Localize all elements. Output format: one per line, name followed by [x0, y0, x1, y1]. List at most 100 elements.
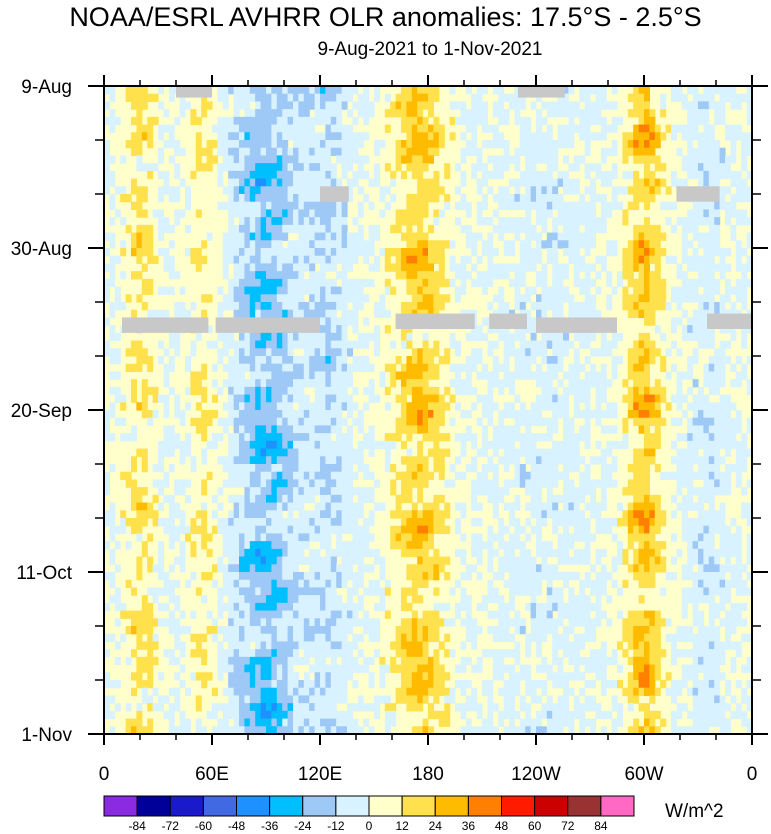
field-cell: [644, 186, 650, 195]
field-cell: [687, 548, 694, 558]
field-cell: [590, 116, 596, 126]
field-cell: [141, 248, 148, 257]
field-cell: [600, 116, 607, 126]
field-cell: [638, 564, 645, 573]
field-cell: [687, 541, 694, 550]
field-cell: [482, 163, 488, 172]
field-cell: [233, 433, 240, 442]
field-cell: [552, 386, 559, 396]
field-cell: [347, 572, 353, 581]
field-cell: [287, 402, 294, 411]
field-cell: [266, 548, 272, 558]
field-cell: [654, 124, 661, 133]
field-cell: [104, 572, 110, 581]
field-cell: [303, 93, 310, 103]
field-cell: [244, 116, 251, 126]
field-cell: [330, 124, 337, 133]
field-cell: [120, 525, 127, 535]
field-cell: [152, 386, 159, 396]
field-cell: [158, 487, 164, 496]
field-cell: [201, 309, 208, 319]
field-cell: [536, 363, 542, 373]
field-cell: [244, 209, 251, 218]
field-cell: [638, 371, 645, 380]
field-cell: [541, 456, 548, 465]
field-cell: [406, 548, 413, 558]
field-cell: [163, 410, 170, 419]
field-cell: [163, 140, 170, 149]
field-cell: [249, 579, 256, 589]
field-cell: [163, 402, 170, 411]
field-cell: [541, 294, 548, 303]
field-cell: [185, 440, 191, 450]
field-cell: [719, 325, 726, 334]
field-cell: [465, 147, 472, 157]
field-cell: [530, 510, 537, 519]
field-cell: [579, 394, 586, 403]
field-cell: [714, 371, 721, 380]
field-cell: [266, 356, 272, 365]
field-cell: [320, 487, 326, 496]
field-cell: [168, 124, 175, 133]
field-cell: [530, 556, 537, 565]
field-cell: [509, 240, 515, 249]
field-cell: [703, 232, 710, 241]
field-cell: [633, 533, 640, 542]
field-cell: [341, 448, 348, 457]
field-cell: [320, 402, 326, 411]
field-cell: [428, 109, 434, 118]
field-cell: [525, 224, 532, 234]
field-cell: [249, 548, 256, 558]
field-cell: [212, 124, 218, 133]
field-cell: [590, 510, 596, 519]
field-cell: [325, 155, 332, 164]
field-cell: [514, 116, 521, 126]
field-cell: [195, 116, 202, 126]
field-cell: [368, 494, 375, 504]
field-cell: [368, 332, 375, 342]
field-cell: [584, 147, 591, 157]
field-cell: [417, 271, 424, 280]
field-cell: [336, 579, 343, 589]
field-cell: [222, 332, 229, 342]
field-cell: [266, 248, 272, 257]
field-cell: [271, 541, 278, 550]
field-cell: [201, 240, 208, 249]
field-cell: [303, 217, 310, 226]
field-cell: [654, 271, 661, 280]
field-cell: [519, 132, 526, 141]
field-cell: [627, 109, 634, 118]
field-cell: [136, 93, 143, 103]
field-cell: [428, 502, 434, 511]
field-cell: [260, 194, 267, 203]
field-cell: [336, 433, 343, 442]
field-cell: [293, 587, 299, 596]
field-cell: [158, 86, 164, 95]
field-cell: [222, 348, 229, 357]
field-cell: [590, 109, 596, 118]
field-cell: [293, 294, 299, 303]
field-cell: [638, 132, 645, 141]
field-cell: [444, 556, 451, 565]
field-cell: [708, 525, 715, 535]
field-cell: [638, 541, 645, 550]
field-cell: [255, 124, 262, 133]
field-cell: [239, 101, 245, 110]
field-cell: [374, 147, 380, 157]
field-cell: [352, 525, 359, 535]
field-cell: [287, 356, 294, 365]
field-cell: [460, 109, 467, 118]
field-cell: [217, 332, 224, 342]
field-cell: [546, 201, 553, 211]
field-cell: [249, 194, 256, 203]
field-cell: [287, 248, 294, 257]
field-cell: [201, 101, 208, 110]
field-cell: [546, 186, 553, 195]
field-cell: [293, 410, 299, 419]
field-cell: [249, 278, 256, 288]
field-cell: [293, 464, 299, 473]
field-cell: [444, 510, 451, 519]
field-cell: [498, 433, 505, 442]
field-cell: [411, 348, 418, 357]
field-cell: [460, 201, 467, 211]
